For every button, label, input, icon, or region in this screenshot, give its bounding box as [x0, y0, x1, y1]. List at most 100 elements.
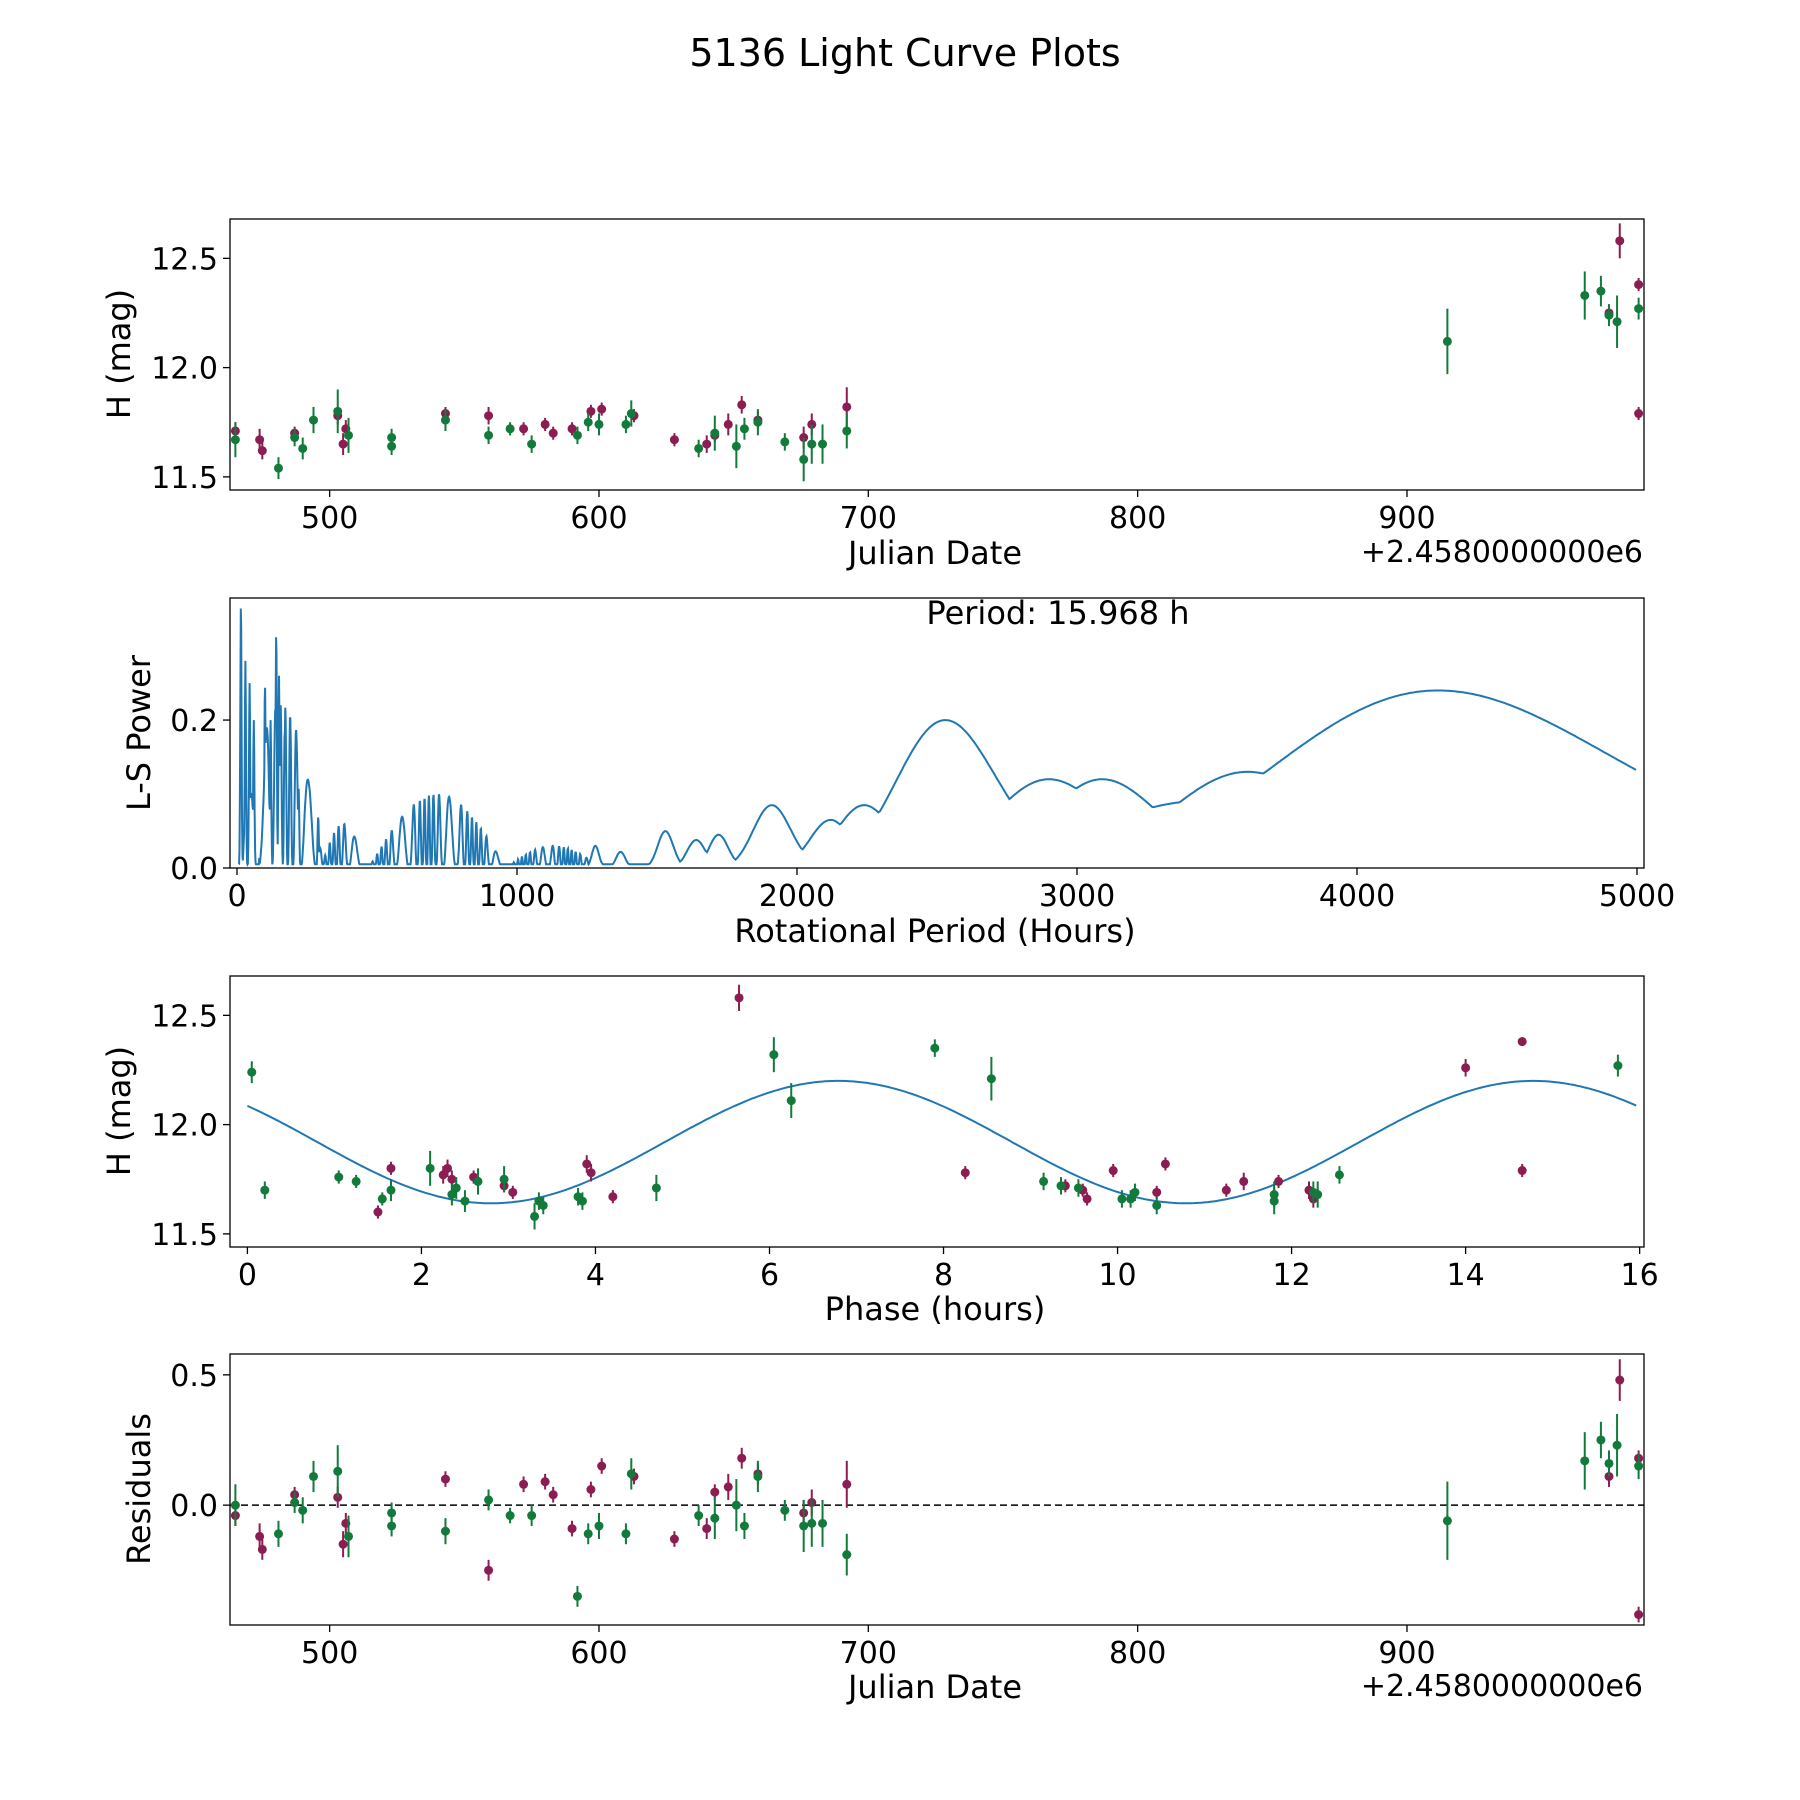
maroon-data-point [1517, 1166, 1527, 1176]
maroon-data-point [257, 446, 267, 456]
x-tick-label: 700 [840, 1636, 897, 1671]
green-data-point [626, 409, 636, 419]
green-data-point [739, 1521, 749, 1531]
green-data-point [769, 1050, 779, 1060]
green-data-point [710, 428, 720, 438]
green-data-point [1152, 1200, 1162, 1210]
green-data-point [1126, 1194, 1136, 1204]
green-data-point [1613, 1061, 1623, 1071]
green-data-point [1073, 1183, 1083, 1193]
green-data-point [505, 424, 515, 434]
panel-lightcurve-frame [229, 218, 1645, 491]
green-data-point [780, 1505, 790, 1515]
maroon-data-point [484, 1565, 494, 1575]
maroon-data-point [447, 1174, 457, 1184]
maroon-data-point [540, 1477, 550, 1487]
green-data-point [1634, 1461, 1644, 1471]
panel-phased-ylabel: H (mag) [100, 1046, 138, 1176]
maroon-data-point [1108, 1166, 1118, 1176]
x-tick-label: 3000 [1039, 879, 1115, 914]
green-data-point [530, 1211, 540, 1221]
maroon-data-point [734, 993, 744, 1003]
panel-periodogram-ylabel: L-S Power [120, 654, 158, 811]
green-data-point [1604, 1458, 1614, 1468]
green-data-point [499, 1174, 509, 1184]
panel-residuals-ylabel: Residuals [120, 1413, 158, 1565]
green-data-point [484, 430, 494, 440]
green-data-point [799, 1521, 809, 1531]
green-data-point [1117, 1194, 1127, 1204]
green-data-point [387, 1521, 397, 1531]
x-tick-label: 8 [934, 1258, 953, 1293]
ls-power-line [237, 608, 1637, 867]
maroon-data-point [702, 439, 712, 449]
green-data-point [527, 439, 537, 449]
green-data-point [1580, 1456, 1590, 1466]
green-data-point [986, 1074, 996, 1084]
green-data-point [1334, 1170, 1344, 1180]
x-tick-label: 4000 [1319, 879, 1395, 914]
panel-lightcurve-xlabel: Julian Date [846, 534, 1022, 572]
x-tick-label: 900 [1378, 501, 1435, 536]
green-data-point [386, 1185, 396, 1195]
green-data-point [1596, 286, 1606, 296]
green-data-point [1596, 1435, 1606, 1445]
y-tick-label: 12.5 [151, 242, 218, 277]
panel-periodogram-ticks: 0 1000 2000 3000 4000 5000 0.0 0.2 [170, 704, 1675, 914]
maroon-data-point [1634, 1610, 1644, 1620]
panel-periodogram: 0 1000 2000 3000 4000 5000 0.0 0.2 Period: 15.9… [120, 594, 1675, 950]
green-data-point [387, 441, 397, 451]
green-data-point [753, 417, 763, 427]
maroon-data-point [255, 1531, 265, 1541]
x-tick-label: 2000 [759, 879, 835, 914]
panel-lightcurve-ylabel: H (mag) [100, 289, 138, 419]
panel-lightcurve-offset: +2.4580000000e6 [1361, 535, 1643, 570]
panel-lightcurve-points [230, 223, 1644, 482]
x-tick-label: 1000 [479, 879, 555, 914]
panel-lightcurve-ticks: 500 600 700 800 900 11.5 12.0 12.5 [151, 242, 1435, 536]
green-data-point [842, 426, 852, 436]
maroon-data-point [484, 411, 494, 421]
figure-title: 5136 Light Curve Plots [689, 31, 1120, 75]
green-data-point [583, 1529, 593, 1539]
green-data-point [1580, 290, 1590, 300]
green-data-point [739, 424, 749, 434]
maroon-data-point [586, 1168, 596, 1178]
green-data-point [842, 1550, 852, 1560]
maroon-data-point [669, 1534, 679, 1544]
maroon-data-point [582, 1159, 592, 1169]
maroon-data-point [338, 1539, 348, 1549]
green-data-point [786, 1096, 796, 1106]
maroon-data-point [567, 1524, 577, 1534]
x-tick-label: 4 [586, 1258, 605, 1293]
green-data-point [273, 1529, 283, 1539]
green-data-point [298, 1505, 308, 1515]
green-data-point [626, 1469, 636, 1479]
green-data-point [799, 454, 809, 464]
maroon-data-point [1160, 1159, 1170, 1169]
green-data-point [594, 419, 604, 429]
x-tick-label: 0 [238, 1258, 257, 1293]
green-data-point [308, 415, 318, 425]
maroon-data-point [1082, 1194, 1092, 1204]
maroon-data-point [386, 1163, 396, 1173]
panel-periodogram-xlabel: Rotational Period (Hours) [734, 912, 1135, 950]
y-tick-label: 0.0 [170, 852, 218, 887]
y-tick-label: 12.0 [151, 1109, 218, 1144]
green-data-point [273, 463, 283, 473]
green-data-point [651, 1183, 661, 1193]
maroon-data-point [723, 419, 733, 429]
green-data-point [351, 1176, 361, 1186]
green-data-point [473, 1176, 483, 1186]
green-data-point [260, 1185, 270, 1195]
green-data-point [298, 443, 308, 453]
period-annotation: Period: 15.968 h [926, 594, 1189, 632]
green-data-point [1056, 1181, 1066, 1191]
green-data-point [333, 406, 343, 416]
x-tick-label: 5000 [1599, 879, 1675, 914]
y-tick-label: 0.2 [170, 704, 218, 739]
maroon-data-point [737, 1453, 747, 1463]
x-tick-label: 0 [227, 879, 246, 914]
panel-residuals: 500 600 700 800 900 0.0 0.5 Julian Date Residu… [120, 1353, 1645, 1706]
green-data-point [1634, 304, 1644, 314]
